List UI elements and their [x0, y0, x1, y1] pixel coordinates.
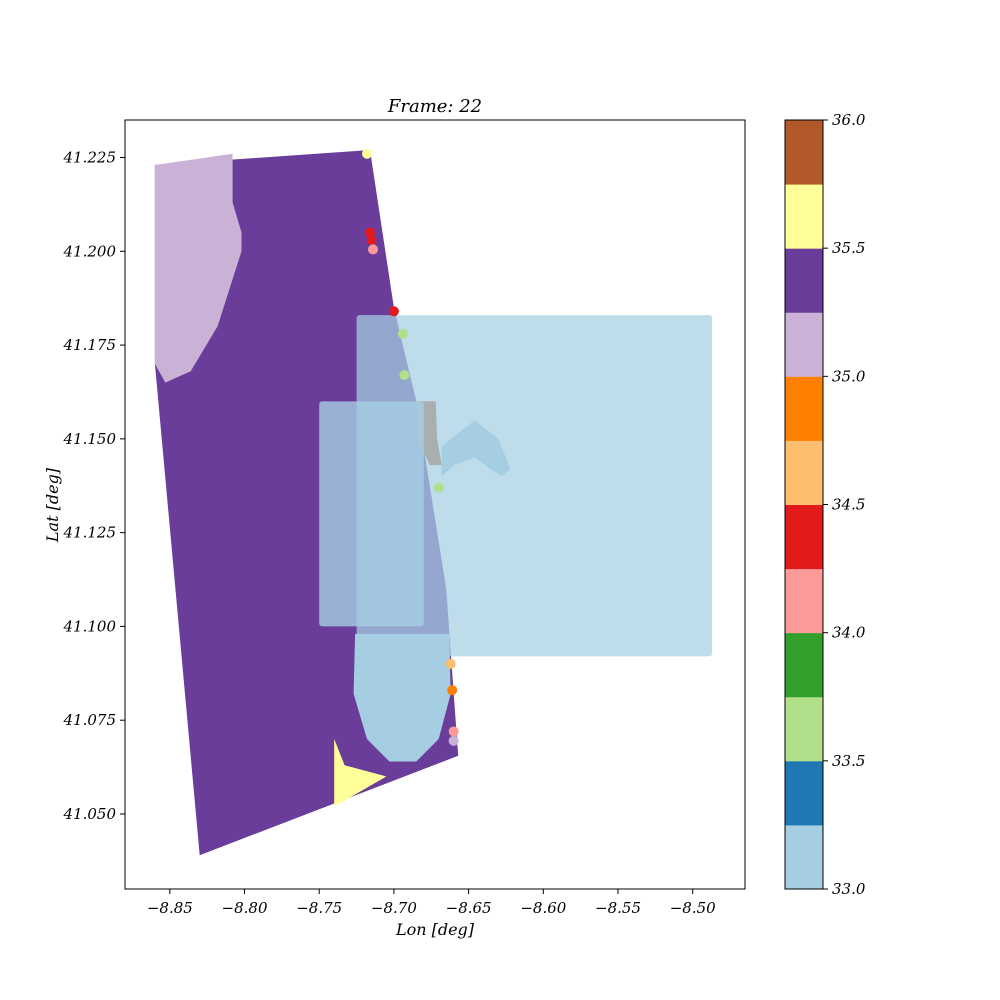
scatter-point: [399, 370, 410, 381]
colorbar-bin: [785, 632, 823, 698]
y-tick-label: 41.175: [63, 336, 117, 354]
y-tick-label: 41.050: [63, 805, 117, 823]
x-tick-label: −8.70: [371, 899, 417, 917]
scatter-point: [365, 227, 376, 238]
colorbar-tick-label: 33.0: [832, 880, 866, 898]
colorbar-bin: [785, 376, 823, 441]
scatter-point: [445, 658, 456, 669]
scatter-point: [397, 328, 408, 339]
colorbar-bin: [785, 440, 823, 505]
colorbar-tick-label: 35.0: [832, 367, 866, 385]
y-tick-label: 41.150: [63, 430, 117, 448]
y-tick-label: 41.200: [63, 242, 117, 260]
y-tick-label: 41.125: [63, 524, 117, 542]
scatter-point: [368, 244, 378, 255]
scatter-point: [433, 482, 444, 493]
y-tick-label: 41.075: [63, 711, 117, 729]
colorbar-bin: [785, 312, 823, 377]
x-tick-label: −8.75: [296, 899, 342, 917]
chart-title: Frame: 22: [387, 96, 482, 117]
scatter-point: [362, 148, 373, 159]
y-tick-label: 41.100: [63, 617, 117, 635]
y-axis: 41.050 41.075 41.100 41.125 41.150 41.175 41.2…: [63, 149, 125, 823]
scatter-point: [448, 735, 459, 746]
colorbar-bin: [785, 120, 823, 185]
colorbar: 33.0 33.5 34.0 34.5 35.0 35.5 36.0: [784, 111, 866, 898]
region-northwest-lilac: [154, 153, 242, 383]
region-inner-box: [319, 401, 424, 627]
colorbar-bin: [785, 568, 823, 634]
colorbar-tick-label: 34.5: [832, 496, 865, 514]
colorbar-bin: [785, 760, 823, 826]
colorbar-bin: [785, 504, 823, 570]
colorbar-tick-label: 34.0: [832, 624, 866, 642]
map-data-layer: [154, 148, 713, 856]
scatter-point: [448, 726, 459, 737]
x-tick-label: −8.85: [147, 899, 193, 917]
scatter-point: [388, 306, 399, 317]
region-southern-bulge: [353, 633, 451, 762]
colorbar-bin: [785, 696, 823, 762]
x-tick-label: −8.55: [595, 899, 641, 917]
colorbar-bin: [785, 824, 823, 890]
colorbar-bin: [785, 248, 823, 313]
x-tick-label: −8.60: [520, 899, 566, 917]
colorbar-tick-label: 36.0: [832, 111, 866, 129]
plot-frame: [124, 119, 746, 890]
colorbar-tick-label: 35.5: [832, 239, 865, 257]
x-tick-label: −8.80: [222, 899, 268, 917]
colorbar-bin: [785, 184, 823, 249]
scatter-point: [447, 685, 458, 696]
colorbar-tick-label: 33.5: [832, 752, 865, 770]
x-axis-label: Lon [deg]: [395, 920, 475, 939]
x-tick-label: −8.50: [670, 899, 716, 917]
region-southwest-yellow: [334, 739, 387, 807]
scatter-point: [366, 235, 377, 246]
y-tick-label: 41.225: [63, 149, 117, 167]
region-large-box: [356, 315, 713, 657]
x-axis: −8.85 −8.80 −8.75 −8.70 −8.65 −8.60 −8.55 −8.50: [147, 889, 716, 917]
x-tick-label: −8.65: [446, 899, 492, 917]
y-axis-label: Lat [deg]: [43, 467, 62, 543]
